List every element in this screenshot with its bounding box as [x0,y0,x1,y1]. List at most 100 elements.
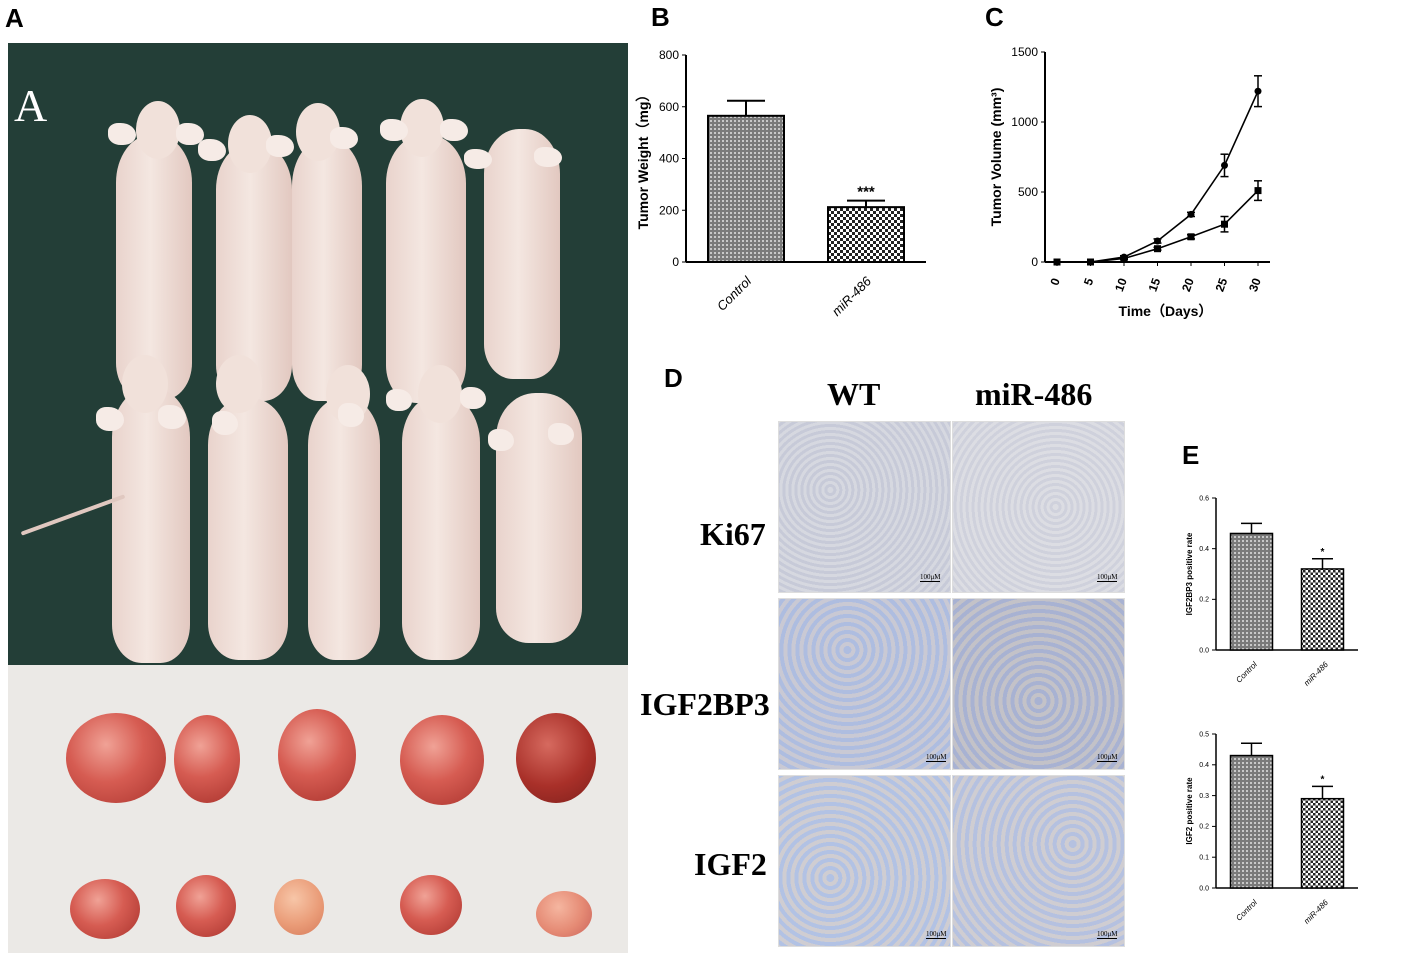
y-tick-label: 800 [659,48,679,62]
significance-marker: * [1321,774,1325,785]
tumor-photo-background [8,665,628,953]
mouse-head [136,101,180,159]
x-tick-label: 10 [1112,276,1130,294]
x-axis-label: Time（Days） [1119,303,1213,319]
tumor [400,875,462,935]
y-tick-label: 400 [659,152,679,166]
y-tick-label: 1000 [1011,115,1038,129]
ihc-row-label-ki67: Ki67 [700,516,766,552]
bar [1300,797,1345,889]
mouse-ear [386,389,412,411]
ihc-image-igf2bp3-mir486 [952,598,1125,770]
mouse [208,398,288,660]
igf2bp3-positive-rate-chart: 0.0 0.2 0.4 0.6 Control * miR-486 IGF2BP3 posit… [1185,495,1358,688]
tumor [70,879,140,939]
data-point [1053,258,1061,266]
data-point [1254,87,1262,95]
y-tick-label: 0.3 [1199,793,1209,800]
y-axis-label: Tumor Volume (mm³) [988,88,1004,227]
x-tick-label: 20 [1179,276,1197,294]
mouse [386,135,466,403]
tumor [174,715,240,803]
igf2-positive-rate-chart: 0.0 0.1 0.2 0.3 0.4 0.5 Control * miR-486 IGF2 po… [1185,731,1358,926]
tumor [274,879,324,935]
bar [1229,754,1274,889]
mouse-ear [534,147,562,167]
mouse-ear [460,387,486,409]
mouse-tail [20,494,126,536]
x-category-label: miR-486 [1302,660,1330,688]
mouse-ear [266,135,294,157]
y-axis-label: IGF2BP3 positive rate [1185,532,1194,615]
photo-inset-label: A [14,80,48,131]
mouse-ear [158,405,186,429]
mice-photo-background: A [8,43,628,665]
mouse-ear [176,123,204,145]
y-tick-label: 1500 [1011,45,1038,59]
data-point [1187,210,1195,218]
mouse-head [418,365,462,423]
tumor [66,713,166,803]
bar [827,206,905,264]
scale-bar-label: 100μM [1097,930,1118,939]
y-tick-label: 0.0 [1199,647,1209,654]
tumor [278,709,356,801]
scale-bar-label: 100μM [1097,753,1118,762]
y-tick-label: 0.6 [1199,495,1209,502]
mouse-photo: A [8,43,628,953]
mouse [484,129,560,379]
mouse-head [228,115,272,173]
ihc-column-header-wt: WT [827,376,881,412]
x-tick-label: 0 [1047,276,1063,287]
tumor [516,713,596,803]
data-point [1221,161,1228,169]
bar [1300,568,1345,651]
mouse-ear [380,119,408,141]
y-tick-label: 0.4 [1199,762,1209,769]
ihc-image-ki67-mir486 [952,421,1125,593]
data-point [1154,245,1161,253]
bar [1229,532,1274,651]
scale-bar-label: 100μM [1097,573,1118,582]
y-tick-label: 0.2 [1199,597,1209,604]
y-tick-label: 0.2 [1199,824,1209,831]
mouse-ear [488,429,514,451]
x-category-label: Control [714,273,755,314]
x-tick-label: 30 [1246,276,1264,294]
bar [707,114,785,264]
x-tick-label: 25 [1213,276,1231,294]
data-point [1221,220,1228,228]
mouse-ear [338,403,364,427]
mouse-ear [548,423,574,445]
mouse-ear [198,139,226,161]
panel-label-b: B [651,2,670,32]
y-tick-label: 500 [1018,185,1038,199]
mouse [292,139,362,401]
x-category-label: Control [1234,898,1259,923]
data-point [1087,258,1094,266]
tumor [400,715,484,805]
mouse [116,135,192,400]
tumor-weight-chart: 0 200 400 600 800 Control *** miR-486 Tumor Weig… [635,48,926,319]
panel-label-d: D [664,363,683,393]
y-tick-label: 0.5 [1199,731,1209,738]
mouse-ear [330,127,358,149]
ihc-column-header-mir486: miR-486 [975,376,1093,412]
tumor [176,875,236,937]
y-tick-label: 0 [1031,255,1038,269]
y-tick-label: 600 [659,100,679,114]
x-category-label: miR-486 [1302,898,1330,926]
y-axis-label: Tumor Weight（mg） [635,88,651,230]
scale-bar-label: 100μM [926,930,947,939]
ihc-image-igf2-mir486 [952,775,1125,947]
significance-marker: *** [857,184,875,201]
tumor-volume-chart: 0 500 1000 1500 0 5 10 15 20 25 30 Tumor Volume (mm… [988,45,1270,319]
data-point [1154,237,1161,245]
mouse [402,395,480,660]
mouse-ear [96,407,124,431]
mouse-head [122,355,168,413]
y-tick-label: 0.1 [1199,855,1209,862]
scale-bar-label: 100μM [920,573,941,582]
ihc-row-label-igf2bp3: IGF2BP3 [640,686,770,722]
x-tick-label: 15 [1146,276,1164,294]
